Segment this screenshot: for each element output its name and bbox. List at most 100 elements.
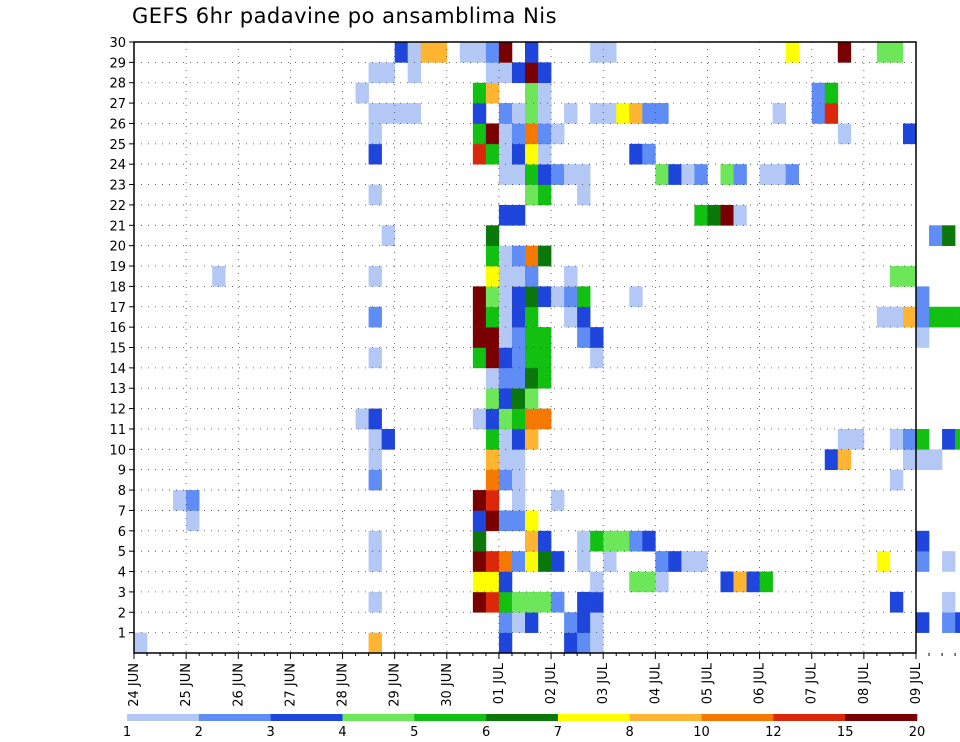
heatmap-cell [538, 164, 552, 185]
y-tick-label: 30 [109, 36, 126, 51]
heatmap-cell [485, 388, 500, 409]
heatmap-cell [511, 388, 526, 409]
heatmap-cell [498, 347, 513, 369]
heatmap-cell [538, 551, 552, 572]
heatmap-cell [368, 530, 382, 552]
heatmap-cell [889, 42, 904, 63]
heatmap-cell [889, 469, 904, 491]
heatmap-cell [498, 103, 513, 124]
heatmap-cell [642, 571, 656, 593]
heatmap-cell [629, 571, 643, 593]
heatmap-cell [368, 469, 382, 491]
y-tick-label: 20 [109, 240, 126, 255]
heatmap-cell [720, 164, 734, 185]
heatmap-cell [916, 551, 930, 572]
heatmap-cell [525, 367, 539, 389]
legend-swatch [629, 714, 702, 721]
heatmap-cell [472, 591, 487, 613]
heatmap-cell [551, 591, 565, 613]
heatmap-cell [655, 551, 669, 572]
heatmap-cell [525, 286, 539, 308]
heatmap-cell [498, 428, 513, 450]
heatmap-cell [616, 530, 630, 552]
y-tick-label: 24 [109, 158, 126, 173]
heatmap-cell [850, 428, 865, 450]
heatmap-cell [511, 490, 526, 511]
heatmap-cell [916, 449, 930, 470]
heatmap-cell [916, 306, 930, 328]
heatmap-cell [472, 82, 487, 104]
heatmap-cell [837, 428, 852, 450]
heatmap-cell [525, 510, 539, 532]
heatmap-cell [642, 103, 656, 124]
heatmap-cells [134, 42, 960, 654]
heatmap-cell [590, 632, 604, 654]
heatmap-cell [511, 327, 526, 348]
y-tick-label: 28 [109, 77, 126, 92]
heatmap-cell [368, 428, 382, 450]
heatmap-cell [485, 367, 500, 389]
x-tick-label: 28 JUN [336, 663, 351, 707]
heatmap-cell [472, 286, 487, 308]
y-tick-label: 7 [118, 504, 126, 519]
heatmap-cell [876, 551, 891, 572]
heatmap-cell [407, 103, 422, 124]
y-tick-label: 2 [118, 606, 126, 621]
heatmap-cell [498, 388, 513, 409]
heatmap-cell [824, 449, 839, 470]
heatmap-cell [733, 204, 747, 226]
heatmap-cell [472, 510, 487, 532]
heatmap-cell [485, 591, 500, 613]
heatmap-cell [564, 306, 578, 328]
x-tick-label: 25 JUN [179, 663, 194, 707]
heatmap-cell [498, 469, 513, 491]
heatmap-cell [577, 184, 591, 206]
heatmap-cell [368, 143, 382, 165]
heatmap-cell [720, 571, 734, 593]
heatmap-cell [642, 530, 656, 552]
heatmap-cell [525, 62, 539, 84]
heatmap-cell [564, 164, 578, 185]
y-tick-label: 11 [109, 423, 126, 438]
heatmap-cell [472, 551, 487, 572]
heatmap-cell [772, 103, 786, 124]
heatmap-cell [472, 103, 487, 124]
heatmap-cell [472, 347, 487, 369]
legend-label: 8 [626, 725, 634, 740]
heatmap-cell [485, 428, 500, 450]
heatmap-cell [811, 82, 826, 104]
heatmap-cell [916, 327, 930, 348]
heatmap-cell [173, 490, 187, 511]
heatmap-cell [577, 612, 591, 633]
heatmap-cell [407, 62, 422, 84]
heatmap-cell [902, 449, 917, 470]
heatmap-cell [759, 571, 773, 593]
heatmap-cell [525, 530, 539, 552]
heatmap-cell [603, 530, 617, 552]
y-tick-label: 15 [109, 342, 126, 357]
heatmap-cell [564, 266, 578, 287]
heatmap-cell [916, 286, 930, 308]
heatmap-cell [525, 327, 539, 348]
heatmap-cell [929, 449, 943, 470]
heatmap-cell [538, 143, 552, 165]
heatmap-cell [538, 408, 552, 430]
heatmap-cell [746, 571, 760, 593]
x-tick-label: 29 JUN [388, 663, 403, 707]
heatmap-cell [472, 42, 487, 63]
heatmap-cell [525, 123, 539, 145]
x-tick-label: 05 JUL [701, 662, 716, 704]
legend-label: 7 [554, 725, 562, 740]
heatmap-cell [525, 591, 539, 613]
legend-swatch [342, 714, 415, 721]
heatmap-cell [655, 103, 669, 124]
heatmap-cell [733, 164, 747, 185]
heatmap-cell [368, 632, 382, 654]
heatmap-cell [498, 42, 513, 63]
legend-label: 12 [765, 725, 782, 740]
heatmap-cell [564, 632, 578, 654]
legend-swatch [557, 714, 631, 721]
heatmap-cell [525, 266, 539, 287]
heatmap-cell [485, 225, 500, 246]
heatmap-cell [668, 164, 682, 185]
